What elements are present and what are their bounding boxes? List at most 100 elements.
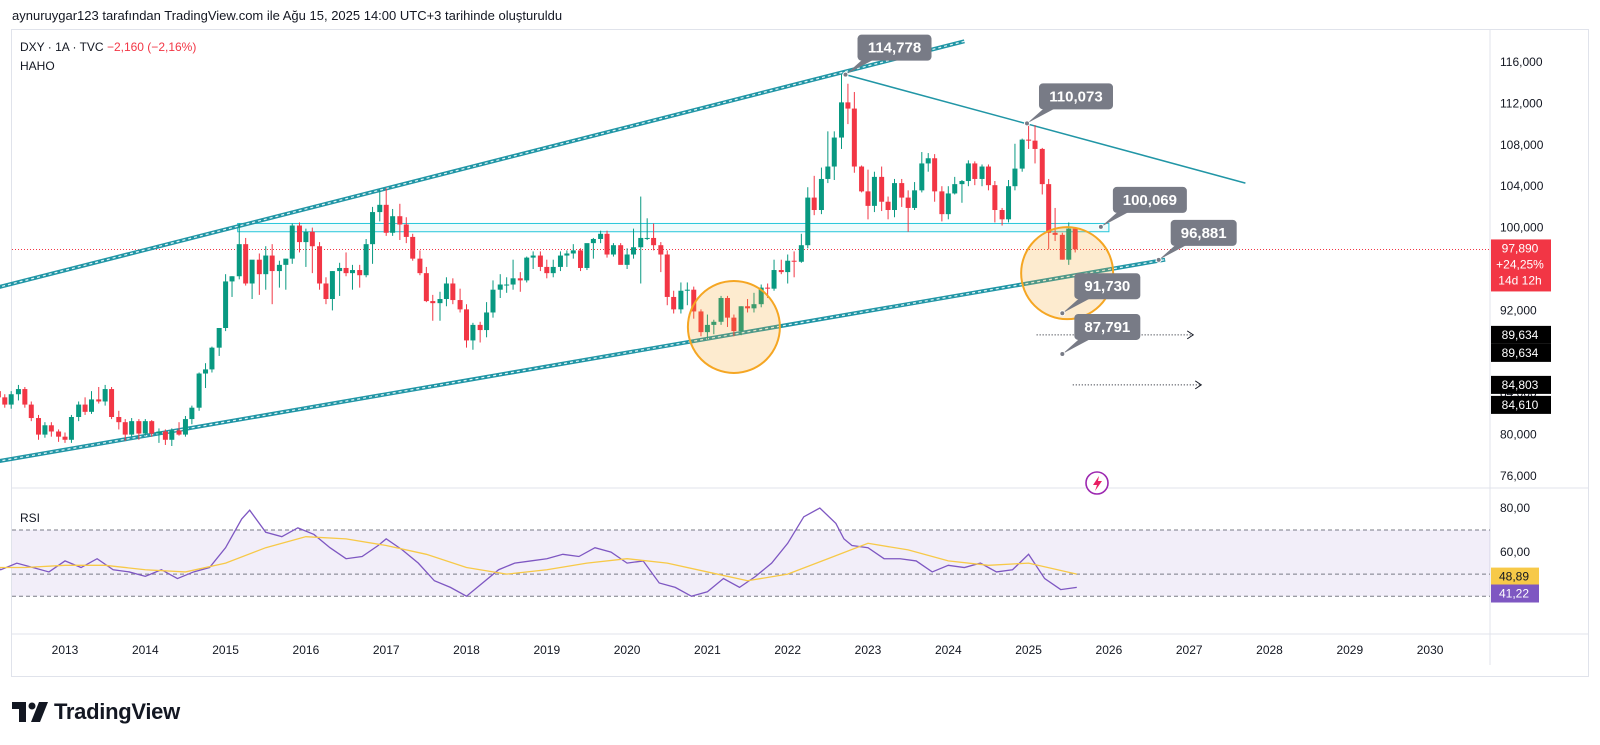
candle-body (196, 373, 202, 408)
candle-body (811, 197, 817, 211)
candle-body (965, 163, 971, 182)
candle-body (450, 283, 456, 301)
candle-body (417, 258, 423, 274)
time-tick-label: 2019 (533, 643, 560, 657)
candle-body (745, 306, 751, 309)
projection-arrowhead (1194, 380, 1203, 390)
price-tick-label: 108,000 (1500, 138, 1544, 152)
candle-body (537, 255, 543, 267)
candle-body (1012, 168, 1018, 187)
callout-anchor (1097, 223, 1104, 230)
candle-body (1052, 232, 1058, 235)
price-label: 89,634 (1491, 325, 1551, 344)
candle-body (437, 299, 443, 304)
candle-body (149, 421, 155, 434)
resistance-zone-rect (237, 222, 1110, 233)
candle-body (464, 309, 469, 341)
price-label-text: 84,803 (1502, 378, 1539, 392)
candle-body (337, 267, 343, 272)
indicator-legend[interactable]: HAHO (20, 59, 55, 73)
candle-body (564, 253, 570, 256)
candle-body (477, 324, 483, 331)
candle-body (785, 260, 791, 273)
symbol-legend[interactable]: DXY · 1A · TVC −2,160 (−2,16%) (20, 40, 196, 54)
candle-body (156, 431, 162, 434)
candle-body (289, 225, 295, 259)
rsi-value-label: 41,22 (1499, 587, 1529, 601)
candle-body (263, 255, 269, 275)
candle-body (68, 417, 74, 440)
candle-body (932, 158, 938, 192)
candle-body (905, 197, 911, 208)
price-label-bg (1491, 375, 1551, 394)
candle-body (317, 246, 323, 284)
candle-body (269, 255, 275, 272)
candle-body (1046, 184, 1052, 233)
candle-body (176, 430, 182, 435)
time-tick-label: 2021 (694, 643, 721, 657)
callout-box (1038, 83, 1113, 110)
price-label: 97,890 +24,25% 14d 12h (1491, 239, 1551, 292)
rsi-legend[interactable]: RSI (20, 511, 41, 525)
price-tick-label: 112,000 (1500, 96, 1543, 110)
callout-anchor (1059, 350, 1066, 357)
candle-body (778, 270, 784, 273)
candle-body (557, 255, 563, 267)
price-tick-label: 116,000 (1500, 55, 1543, 69)
axes: 116,000112,000108,000104,000100,00096,00… (52, 55, 1551, 657)
callout-label: 91,730 (1084, 278, 1130, 295)
callout-pointer (1062, 297, 1093, 314)
rsi-band (12, 530, 1490, 597)
candle-body (738, 306, 744, 332)
trendline-inner (0, 40, 965, 288)
price-label: 84,610 (1491, 395, 1551, 414)
rsi-value-label: 48,89 (1499, 570, 1529, 584)
time-tick-label: 2022 (774, 643, 801, 657)
candle-body (598, 233, 604, 239)
candle-body (972, 163, 978, 179)
candle-body (839, 102, 845, 138)
candle-body (357, 270, 363, 276)
candle-body (142, 421, 148, 434)
candle-body (203, 369, 209, 374)
chart-frame (11, 29, 1589, 677)
candle-body (96, 399, 102, 402)
candle-body (992, 185, 998, 211)
candle-body (959, 181, 965, 185)
callout-label: 87,791 (1084, 319, 1130, 336)
candle-body (129, 421, 135, 435)
candle-body (718, 297, 724, 322)
rsi-tick-label: 80,00 (1500, 501, 1530, 515)
candle-body (550, 266, 556, 274)
candle-body (678, 290, 684, 310)
candle-body (684, 289, 690, 291)
candle-body (383, 204, 389, 233)
time-tick-label: 2017 (373, 643, 400, 657)
candle-body (1039, 148, 1045, 185)
time-tick-label: 2015 (212, 643, 239, 657)
time-tick-label: 2027 (1176, 643, 1203, 657)
candle-body (243, 244, 249, 284)
price-label-bg (1491, 395, 1551, 414)
candle-body (8, 394, 14, 405)
price-tick-label: 100,000 (1500, 221, 1544, 235)
candle-body (945, 193, 951, 215)
candle-body (1006, 186, 1012, 220)
candle-body (831, 137, 837, 167)
candle-body (818, 178, 824, 211)
candle-body (363, 244, 369, 276)
callout-label: 100,069 (1123, 192, 1177, 209)
candle-body (899, 183, 905, 198)
price-tick-label: 104,000 (1500, 179, 1544, 193)
candle-body (578, 250, 584, 268)
tradingview-logo[interactable]: TradingView (12, 699, 180, 725)
candle-body (403, 224, 409, 237)
candle-body (410, 236, 416, 259)
time-tick-label: 2028 (1256, 643, 1283, 657)
candle-body (885, 201, 891, 211)
time-tick-label: 2030 (1417, 643, 1444, 657)
flash-icon-bolt (1093, 476, 1102, 491)
candle-body (805, 197, 811, 246)
candle-body (624, 254, 630, 265)
